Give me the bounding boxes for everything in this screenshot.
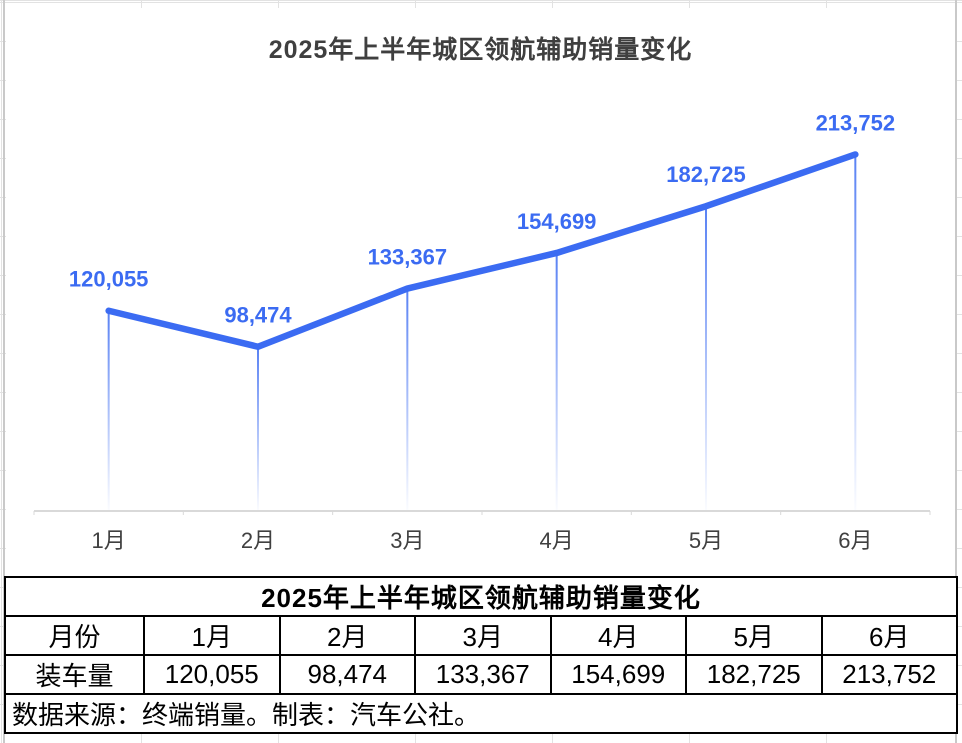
data-label: 133,367 (368, 245, 448, 270)
x-axis-label: 3月 (390, 528, 424, 553)
spreadsheet-column-edge-right (955, 0, 957, 743)
x-axis-label: 1月 (92, 528, 126, 553)
header-cell: 4月 (549, 615, 687, 656)
chart-title: 2025年上半年城区领航辅助销量变化 (268, 36, 693, 64)
header-cell: 6月 (820, 615, 958, 656)
header-cell: 2月 (278, 615, 416, 656)
data-cell: 154,699 (549, 654, 687, 695)
table-header-row: 月份 1月 2月 3月 4月 5月 6月 (4, 615, 958, 656)
data-label: 120,055 (69, 267, 149, 292)
header-cell-month: 月份 (4, 615, 145, 656)
series-line (105, 151, 859, 350)
x-axis-label: 4月 (540, 528, 574, 553)
data-table[interactable]: 2025年上半年城区领航辅助销量变化 月份 1月 2月 3月 4月 5月 6月 … (4, 576, 958, 734)
data-cell: 133,367 (414, 654, 552, 695)
spreadsheet-column-edge-left (3, 0, 5, 743)
x-axis-label: 2月 (241, 528, 275, 553)
header-cell: 3月 (414, 615, 552, 656)
data-cell-label: 装车量 (4, 654, 145, 695)
data-label: 213,752 (816, 110, 896, 135)
data-cell: 98,474 (278, 654, 416, 695)
x-axis-label: 6月 (838, 528, 872, 553)
data-cell: 120,055 (143, 654, 281, 695)
table-title: 2025年上半年城区领航辅助销量变化 (4, 576, 958, 617)
table-source-row: 数据来源：终端销量。制表：汽车公社。 (4, 693, 958, 734)
data-cell: 182,725 (685, 654, 823, 695)
table-data-row: 装车量 120,055 98,474 133,367 154,699 182,7… (4, 654, 958, 695)
data-label: 182,725 (666, 162, 746, 187)
data-cell: 213,752 (820, 654, 958, 695)
header-cell: 5月 (685, 615, 823, 656)
header-cell: 1月 (143, 615, 281, 656)
data-label: 98,474 (224, 303, 292, 328)
x-axis-label: 5月 (689, 528, 723, 553)
line-chart[interactable]: 2025年上半年城区领航辅助销量变化 120,055 98,474 133,367 1… (6, 8, 955, 576)
table-title-row: 2025年上半年城区领航辅助销量变化 (4, 576, 958, 617)
source-note: 数据来源：终端销量。制表：汽车公社。 (4, 693, 958, 734)
chart-svg: 120,055 98,474 133,367 154,699 182,725 213,75… (33, 110, 931, 553)
data-label: 154,699 (517, 209, 597, 234)
